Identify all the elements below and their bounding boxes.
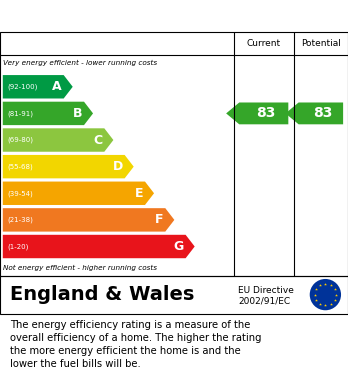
- Text: (55-68): (55-68): [7, 163, 33, 170]
- Text: Energy Efficiency Rating: Energy Efficiency Rating: [10, 9, 220, 23]
- Text: (92-100): (92-100): [7, 84, 37, 90]
- Text: England & Wales: England & Wales: [10, 285, 195, 304]
- Text: Potential: Potential: [301, 39, 341, 48]
- Text: Current: Current: [247, 39, 281, 48]
- Text: A: A: [52, 80, 62, 93]
- Text: (1-20): (1-20): [7, 243, 28, 250]
- Polygon shape: [3, 181, 154, 205]
- Text: Not energy efficient - higher running costs: Not energy efficient - higher running co…: [3, 265, 158, 271]
- Text: EU Directive: EU Directive: [238, 285, 294, 294]
- Text: D: D: [113, 160, 123, 173]
- Polygon shape: [3, 75, 73, 99]
- Text: (69-80): (69-80): [7, 137, 33, 143]
- Polygon shape: [3, 208, 174, 231]
- Polygon shape: [3, 155, 134, 178]
- Polygon shape: [285, 102, 343, 124]
- Text: 83: 83: [256, 106, 276, 120]
- Text: B: B: [73, 107, 82, 120]
- Text: G: G: [174, 240, 184, 253]
- Polygon shape: [3, 102, 93, 125]
- Polygon shape: [3, 128, 113, 152]
- Text: F: F: [155, 213, 164, 226]
- Ellipse shape: [310, 279, 341, 310]
- Text: 83: 83: [314, 106, 333, 120]
- Text: The energy efficiency rating is a measure of the
overall efficiency of a home. T: The energy efficiency rating is a measur…: [10, 320, 262, 369]
- Polygon shape: [3, 235, 195, 258]
- Text: (81-91): (81-91): [7, 110, 33, 117]
- Text: (21-38): (21-38): [7, 217, 33, 223]
- Text: (39-54): (39-54): [7, 190, 33, 197]
- Text: Very energy efficient - lower running costs: Very energy efficient - lower running co…: [3, 60, 158, 66]
- Text: E: E: [135, 187, 143, 200]
- Polygon shape: [226, 102, 288, 124]
- Text: C: C: [94, 133, 103, 147]
- Text: 2002/91/EC: 2002/91/EC: [238, 297, 291, 306]
